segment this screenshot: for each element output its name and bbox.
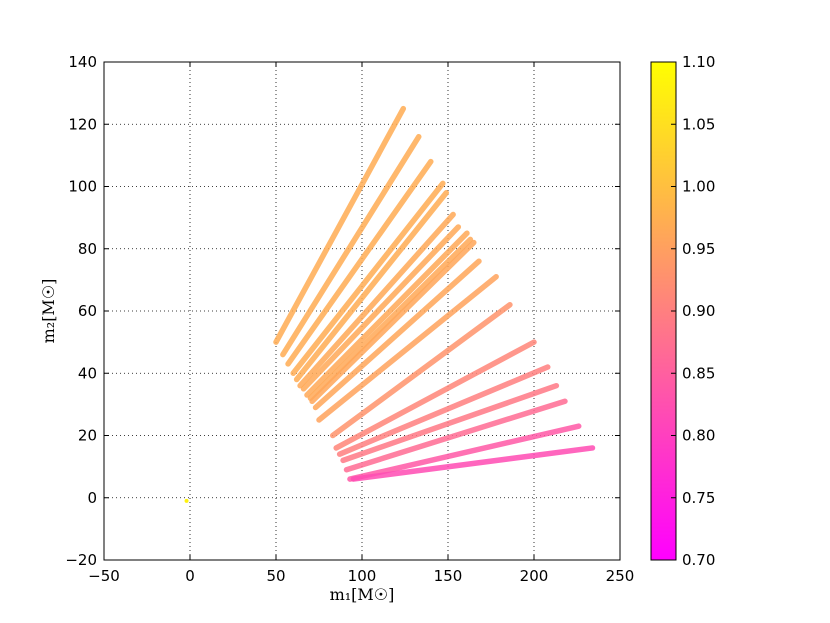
y-axis-label: m₂[M☉] — [39, 279, 58, 344]
colorbar-tick-label: 0.95 — [682, 240, 715, 258]
colorbar-tick-label: 0.80 — [682, 427, 715, 445]
data-segment — [309, 239, 477, 405]
x-axis-label: m₁[M☉] — [330, 585, 395, 604]
colorbar-tick-label: 1.00 — [682, 178, 715, 196]
data-segment — [293, 189, 450, 383]
data-segment — [285, 158, 434, 367]
data-segment — [330, 302, 513, 439]
y-tick-label: 20 — [78, 427, 97, 445]
x-tick-label: 200 — [520, 567, 549, 585]
x-axis: −50 0 50 100 150 200 250 — [88, 62, 634, 585]
x-tick-label: 50 — [266, 567, 285, 585]
y-tick-label: 140 — [68, 53, 97, 71]
y-axis: −20 0 20 40 60 80 100 120 140 — [65, 53, 620, 569]
x-tick-label: 250 — [606, 567, 635, 585]
data-segment — [290, 180, 446, 376]
data-segment — [300, 224, 462, 392]
x-tick-label: −50 — [88, 567, 120, 585]
colorbar-tick-label: 0.90 — [682, 302, 715, 320]
y-tick-label: 80 — [78, 240, 97, 258]
data-point — [184, 498, 189, 503]
data-segment — [280, 133, 422, 358]
data-segment — [273, 105, 407, 345]
y-tick-label: 40 — [78, 364, 97, 382]
data-segment — [304, 230, 470, 398]
y-tick-label: 120 — [68, 115, 97, 133]
data-segment — [343, 398, 568, 473]
data-marks — [184, 105, 596, 503]
colorbar-axis: 0.70 0.75 0.80 0.85 0.90 0.95 1.00 1.05 1.10 — [671, 53, 715, 569]
x-tick-label: 100 — [348, 567, 377, 585]
x-tick-label: 0 — [185, 567, 195, 585]
data-segment — [297, 211, 456, 389]
data-segment — [347, 423, 582, 482]
data-segment — [336, 364, 551, 457]
y-tick-label: −20 — [65, 551, 97, 569]
data-segment — [316, 274, 499, 423]
x-tick-label: 150 — [434, 567, 463, 585]
y-tick-label: 100 — [68, 178, 97, 196]
colorbar-tick-label: 1.10 — [682, 53, 715, 71]
grid — [104, 62, 620, 560]
colorbar-tick-label: 0.70 — [682, 551, 715, 569]
colorbar-tick-label: 0.75 — [682, 489, 715, 507]
data-segment — [333, 339, 537, 451]
data-segment — [312, 258, 482, 411]
data-segment — [307, 236, 474, 401]
colorbar-tick-label: 0.85 — [682, 364, 715, 382]
data-segment — [340, 382, 560, 464]
data-segment — [350, 445, 596, 482]
y-tick-label: 60 — [78, 302, 97, 320]
y-tick-label: 0 — [87, 489, 97, 507]
colorbar-tick-label: 1.05 — [682, 115, 715, 133]
